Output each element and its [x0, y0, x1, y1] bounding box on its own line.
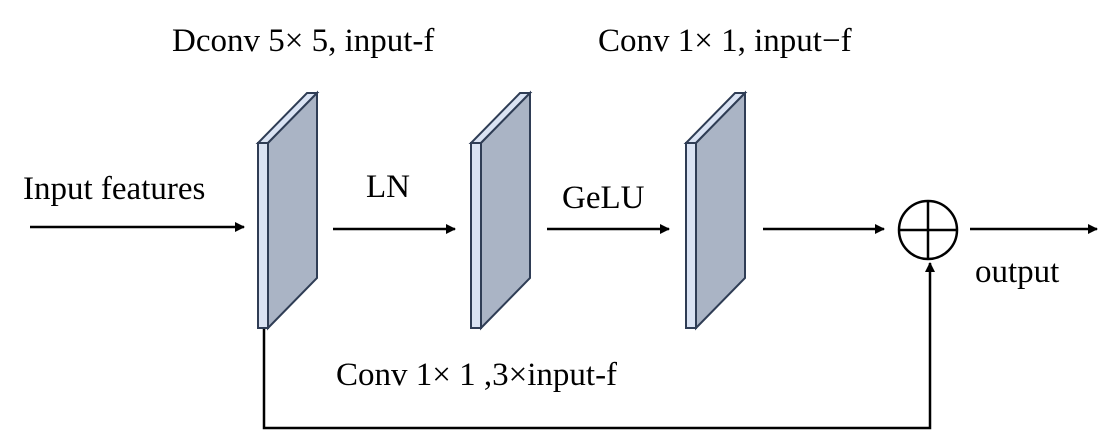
dconv-label: Dconv 5× 5, input-f: [172, 23, 434, 59]
conv-bottom-label: Conv 1× 1 ,3×input-f: [336, 357, 617, 393]
gelu-label: GeLU: [562, 180, 645, 216]
conv-top-label: Conv 1× 1, input−f: [598, 23, 852, 59]
circle-plus-icon: [897, 199, 959, 261]
conv-block-2: [468, 90, 533, 331]
conv-block-3: [683, 90, 748, 331]
ln-label: LN: [366, 169, 410, 205]
skip-connection: [262, 262, 935, 430]
dconv-block: [255, 90, 320, 331]
input-features-label: Input features: [23, 171, 205, 207]
output-label: output: [975, 254, 1059, 290]
